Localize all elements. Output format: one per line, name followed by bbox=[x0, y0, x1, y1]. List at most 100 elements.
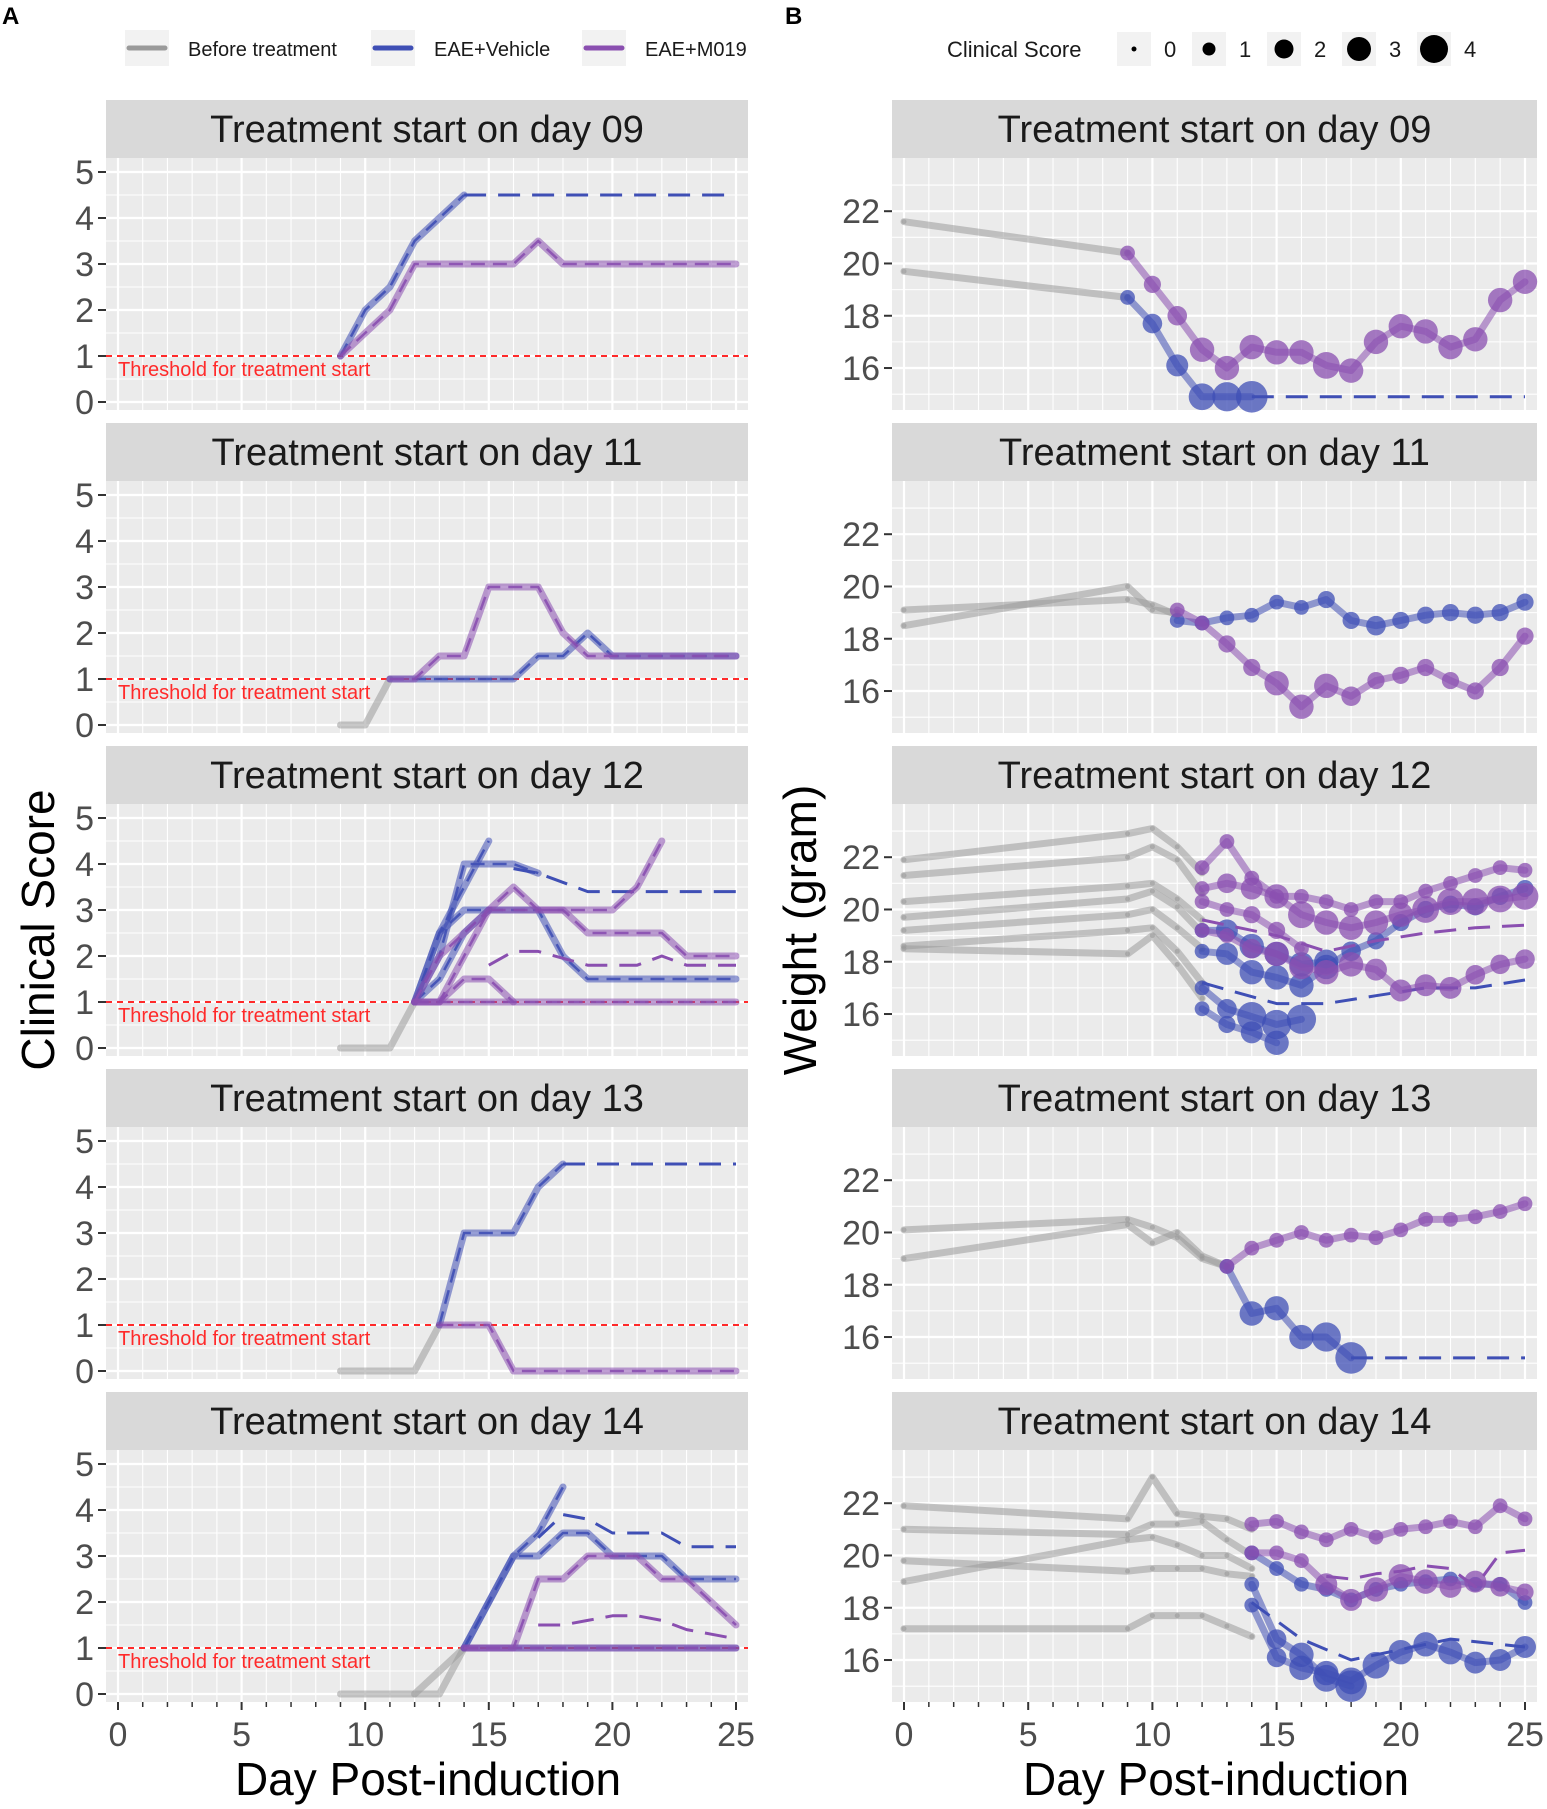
facets: Treatment start on day 09 0 1 2 3 4 5 Threshold… bbox=[75, 100, 1544, 1754]
facet-b-1: Treatment start on day 11 16 18 20 22 bbox=[842, 423, 1537, 733]
legend-b-label-3: 3 bbox=[1389, 37, 1401, 62]
data-point bbox=[1149, 888, 1155, 894]
facet-title: Treatment start on day 12 bbox=[998, 755, 1432, 797]
series-line bbox=[337, 675, 394, 729]
data-point bbox=[1125, 854, 1131, 860]
facet-strip bbox=[106, 1392, 748, 1450]
data-point bbox=[901, 1626, 907, 1632]
data-point bbox=[1189, 337, 1215, 362]
data-point bbox=[1438, 334, 1463, 360]
data-point bbox=[1392, 611, 1410, 630]
data-point bbox=[1174, 857, 1180, 863]
data-point bbox=[1194, 1001, 1210, 1017]
data-point bbox=[1516, 593, 1534, 611]
data-point bbox=[1174, 948, 1180, 954]
series-line bbox=[900, 1221, 1231, 1270]
data-point bbox=[901, 873, 907, 878]
y-tick-label: 22 bbox=[842, 193, 880, 231]
data-point bbox=[1418, 883, 1434, 899]
x-tick-label: 5 bbox=[232, 1716, 251, 1754]
data-point bbox=[1364, 958, 1387, 981]
data-point bbox=[1490, 954, 1510, 975]
threshold-label: Threshold for treatment start bbox=[118, 682, 371, 704]
y-tick-label: 4 bbox=[75, 200, 94, 238]
data-point bbox=[1289, 1655, 1314, 1681]
data-point bbox=[1467, 868, 1483, 883]
data-point bbox=[1516, 627, 1534, 645]
data-point bbox=[901, 219, 907, 225]
data-point bbox=[1249, 1634, 1255, 1639]
threshold-label: Threshold for treatment start bbox=[118, 1651, 371, 1673]
data-point bbox=[1388, 902, 1414, 927]
legend-b-title: Clinical Score bbox=[947, 37, 1082, 62]
data-point bbox=[1149, 844, 1155, 850]
data-point bbox=[1269, 1545, 1284, 1561]
y-tick-label: 22 bbox=[842, 1485, 880, 1523]
data-point bbox=[1224, 1552, 1230, 1558]
facet-strip bbox=[892, 100, 1537, 158]
data-point bbox=[1264, 1030, 1289, 1055]
series-line-dashed bbox=[513, 867, 736, 894]
facet-a-1: Treatment start on day 11 0 1 2 3 4 5 Threshold… bbox=[75, 423, 748, 745]
x-tick-label: 10 bbox=[1133, 1716, 1171, 1754]
facet-title: Treatment start on day 09 bbox=[210, 109, 644, 151]
data-point bbox=[1199, 995, 1205, 1001]
facet-strip bbox=[106, 100, 748, 158]
data-point bbox=[1149, 1474, 1155, 1480]
data-point bbox=[1487, 287, 1513, 313]
data-point bbox=[1368, 894, 1384, 910]
data-point bbox=[1315, 1573, 1338, 1596]
data-point bbox=[1217, 873, 1237, 894]
data-point bbox=[1240, 877, 1263, 900]
series-line bbox=[900, 218, 1132, 257]
facet-a-3: Treatment start on day 13 0 1 2 3 4 5 Threshold… bbox=[75, 1069, 748, 1391]
data-point bbox=[1517, 1196, 1533, 1212]
data-point bbox=[901, 623, 907, 629]
data-point bbox=[1243, 906, 1261, 924]
data-point bbox=[1125, 597, 1131, 603]
threshold-label: Threshold for treatment start bbox=[118, 359, 371, 381]
data-point bbox=[1125, 1568, 1131, 1574]
data-point bbox=[1343, 1521, 1359, 1537]
data-point bbox=[1464, 1651, 1487, 1674]
series-line bbox=[337, 998, 419, 1052]
legend-a: Before treatment EAE+Vehicle EAE+M019 bbox=[125, 30, 747, 66]
data-point bbox=[1413, 1569, 1438, 1594]
data-point bbox=[1239, 334, 1264, 360]
data-point bbox=[901, 1526, 907, 1532]
y-tick-label: 18 bbox=[842, 944, 880, 982]
data-point bbox=[901, 1579, 907, 1585]
panel-b-xlabel: Day Post-induction bbox=[1023, 1753, 1409, 1805]
data-point bbox=[1142, 313, 1163, 334]
data-point bbox=[1264, 941, 1289, 967]
data-point bbox=[1224, 1516, 1230, 1522]
data-point bbox=[1244, 1576, 1260, 1592]
facet-strip bbox=[106, 746, 748, 804]
data-point bbox=[1120, 290, 1135, 305]
legend-b-dot-0 bbox=[1131, 46, 1137, 52]
data-point bbox=[1269, 594, 1284, 610]
data-point bbox=[1389, 979, 1412, 1002]
y-tick-label: 5 bbox=[75, 800, 94, 838]
data-point bbox=[1463, 327, 1488, 352]
data-point bbox=[1317, 590, 1335, 609]
data-point bbox=[1294, 1524, 1309, 1540]
y-tick-label: 22 bbox=[842, 839, 880, 877]
data-point bbox=[1294, 1225, 1309, 1240]
x-tick-label: 20 bbox=[1382, 1716, 1420, 1754]
data-point bbox=[1125, 1222, 1131, 1228]
legend-label-vehicle: EAE+Vehicle bbox=[434, 39, 550, 61]
data-point bbox=[901, 914, 907, 920]
facet-b-0: Treatment start on day 09 16 18 20 22 bbox=[842, 100, 1538, 413]
data-point bbox=[1393, 1222, 1409, 1238]
x-tick-label: 10 bbox=[346, 1716, 384, 1754]
facet-strip bbox=[892, 746, 1537, 804]
facet-title: Treatment start on day 12 bbox=[210, 755, 644, 797]
data-point bbox=[1167, 305, 1188, 326]
series-line bbox=[900, 267, 1132, 301]
threshold-label: Threshold for treatment start bbox=[118, 1328, 371, 1350]
data-point bbox=[1489, 1649, 1512, 1672]
data-point bbox=[1125, 883, 1131, 889]
data-point bbox=[1237, 1002, 1267, 1032]
